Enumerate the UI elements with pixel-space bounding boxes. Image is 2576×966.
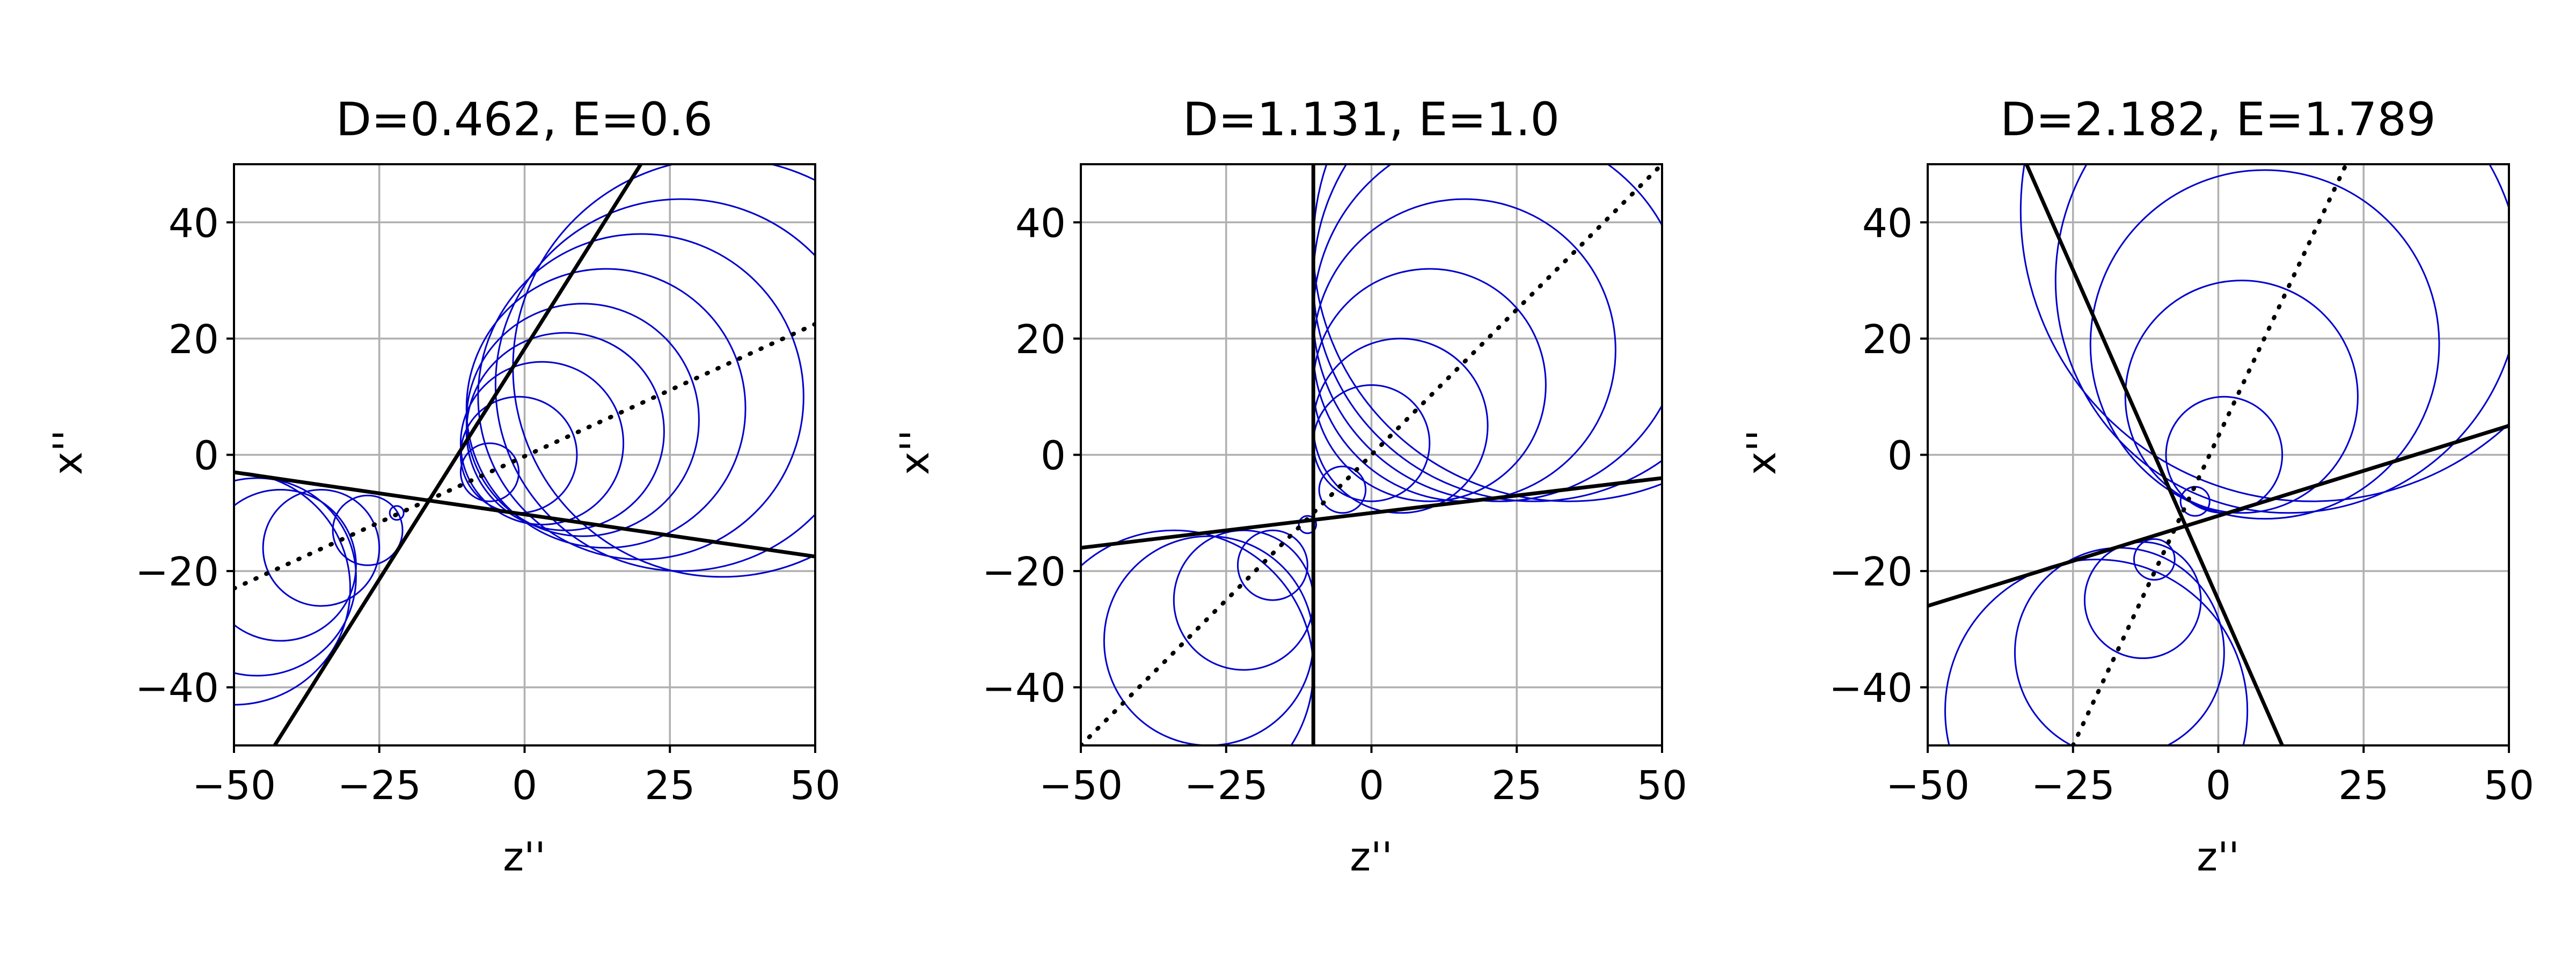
- subplot-1-ytick-label-4: 40: [169, 200, 219, 246]
- subplot-3-xtick-label-0: −50: [1886, 763, 1970, 809]
- subplot-3-xtick-label-4: 50: [2484, 763, 2534, 809]
- subplot-3-circle-6: [2089, 169, 2440, 520]
- subplot-3-xtick-label-1: −25: [2031, 763, 2115, 809]
- subplot-1-ytick-label-1: −20: [135, 549, 219, 595]
- subplot-2: D=1.131, E=1.0 z'' x'' −50 −25 0 25 50 −40 −20…: [892, 93, 1687, 880]
- subplot-3-data: [1928, 164, 2509, 745]
- subplot-2-ytick-label-1: −20: [982, 549, 1066, 595]
- subplot-1-circle-11: [465, 268, 747, 549]
- subplot-3-circle-3: [2083, 541, 2202, 660]
- subplot-2-xlabel: z'': [1350, 834, 1393, 880]
- subplot-3-ylabel: x'': [1739, 430, 1785, 475]
- subplot-1-solid-line-0: [234, 470, 815, 559]
- subplot-2-circle-2: [1236, 529, 1308, 601]
- subplot-3-circle-9: [2019, 164, 2509, 502]
- subplot-3-ytick-label-3: 20: [1862, 317, 1913, 363]
- subplot-3-ytick-label-1: −20: [1829, 549, 1913, 595]
- subplot-2-circle-0: [1298, 515, 1318, 535]
- subplot-3-ytick-label-4: 40: [1862, 200, 1913, 246]
- subplot-1-xtick-label-4: 50: [790, 763, 840, 809]
- subplot-1-plot-area: −50 −25 0 25 50 −40 −20 0 20 40: [135, 163, 840, 809]
- subplot-1-circle-10: [234, 471, 352, 706]
- subplot-1-ytick-label-0: −40: [135, 665, 219, 712]
- subplot-1-ylabel: x'': [45, 430, 91, 475]
- subplot-3-solid-line-0: [1928, 424, 2509, 608]
- subplot-1-circle-5: [459, 361, 625, 525]
- subplot-2-xtick-label-3: 25: [1491, 763, 1542, 809]
- subplot-1-data: [234, 164, 815, 745]
- subplot-3-plot-area: −50 −25 0 25 50 −40 −20 0 20 40: [1829, 163, 2534, 809]
- subplot-1-ytick-label-3: 20: [169, 317, 219, 363]
- subplot-3-circle-4: [2124, 280, 2359, 514]
- subplot-1-circle-13: [494, 198, 815, 572]
- subplot-2-ytick-label-3: 20: [1015, 317, 1066, 363]
- subplot-2-ytick-label-0: −40: [982, 665, 1066, 712]
- subplot-3-circle-1: [2133, 538, 2176, 581]
- subplot-2-plot-area: −50 −25 0 25 50 −40 −20 0 20 40: [982, 163, 1687, 809]
- subplot-2-solid-line-0: [1081, 476, 1662, 550]
- subplot-1: D=0.462, E=0.6 z'' x'' −50 −25 0 25 50 −40 −20…: [45, 93, 840, 880]
- subplot-2-ytick-label-4: 40: [1015, 200, 1066, 246]
- subplot-2-xtick-label-0: −50: [1039, 763, 1123, 809]
- subplot-3-xlabel: z'': [2197, 834, 2240, 880]
- subplot-1-circle-1: [459, 442, 520, 502]
- subplot-2-circle-10: [1312, 164, 1662, 502]
- subplot-2-xtick-label-1: −25: [1184, 763, 1268, 809]
- subplot-1-circle-2: [332, 494, 404, 566]
- subplot-2-ytick-label-2: 0: [1041, 433, 1066, 479]
- subplot-3-ytick-label-0: −40: [1829, 665, 1913, 712]
- subplot-1-xtick-label-0: −50: [192, 763, 276, 809]
- subplot-3-circle-7: [1944, 559, 2249, 745]
- subplot-1-circle-14: [512, 164, 815, 578]
- subplot-1-xtick-label-3: 25: [645, 763, 695, 809]
- subplot-1-circle-8: [234, 477, 357, 677]
- subplot-3-circle-5: [2014, 547, 2225, 745]
- subplot-1-dotted-line-2: [234, 321, 815, 591]
- subplot-1-title: D=0.462, E=0.6: [336, 93, 713, 147]
- subplot-2-data: [1081, 164, 1662, 745]
- subplot-3-dotted-line-2: [2070, 164, 2348, 745]
- subplot-1-circle-12: [477, 233, 804, 560]
- subplot-3: D=2.182, E=1.789 z'' x'' −50 −25 0 25 50−40−…: [1739, 93, 2534, 880]
- subplot-2-circle-6: [1103, 535, 1314, 745]
- subplot-2-xtick-label-2: 0: [1359, 763, 1384, 809]
- subplot-2-circle-12: [1312, 164, 1662, 502]
- subplot-3-solid-line-1: [2024, 164, 2284, 745]
- subplot-3-xtick-label-2: 0: [2206, 763, 2231, 809]
- subplot-2-ylabel: x'': [892, 430, 938, 475]
- subplot-2-circle-9: [1312, 198, 1616, 502]
- subplot-1-xtick-label-2: 0: [512, 763, 537, 809]
- subplot-1-xlabel: z'': [503, 834, 546, 880]
- subplot-1-ytick-label-2: 0: [194, 433, 219, 479]
- subplot-3-xtick-label-3: 25: [2338, 763, 2389, 809]
- subplot-1-circle-6: [234, 489, 357, 642]
- subplot-1-xtick-label-1: −25: [338, 763, 421, 809]
- subplot-1-circle-4: [262, 488, 380, 607]
- subplot-3-title: D=2.182, E=1.789: [2000, 93, 2436, 147]
- subplot-2-dotted-line-2: [1081, 164, 1662, 745]
- subplot-2-xtick-label-4: 50: [1637, 763, 1687, 809]
- subplot-2-title: D=1.131, E=1.0: [1183, 93, 1560, 147]
- subplot-1-circle-0: [389, 505, 405, 521]
- subplot-3-ytick-label-2: 0: [1887, 433, 1913, 479]
- subplot-2-circle-1: [1318, 465, 1367, 514]
- subplot-3-circle-8: [2054, 164, 2509, 514]
- subplot-2-circle-4: [1173, 529, 1314, 671]
- subplot-1-solid-line-1: [273, 164, 643, 745]
